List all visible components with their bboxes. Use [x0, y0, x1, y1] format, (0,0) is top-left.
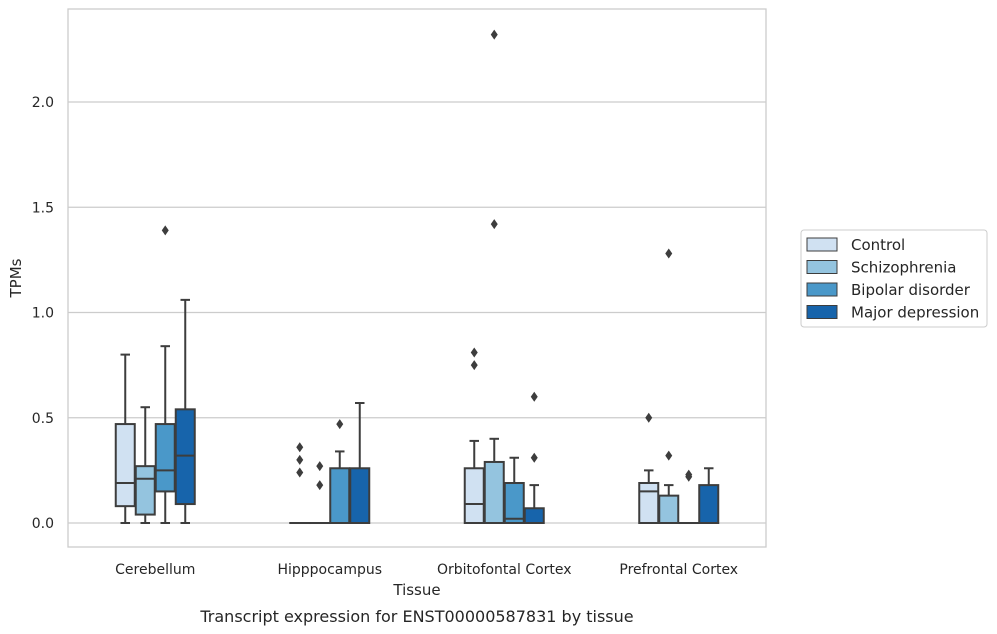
legend: Control Schizophrenia Bipolar disorder Majo… — [800, 229, 988, 328]
outlier-point — [296, 467, 304, 478]
legend-entries: Control Schizophrenia Bipolar disorder Majo… — [806, 236, 979, 322]
box-plot-area — [114, 29, 720, 525]
x-axis-title: Tissue — [392, 581, 440, 599]
outlier-point — [530, 391, 538, 402]
outlier-point — [296, 442, 304, 453]
chart-caption: Transcript expression for ENST0000058783… — [199, 607, 633, 626]
y-tick-label: 1.5 — [32, 200, 54, 216]
tick-labels: 0.0 0.5 1.0 1.5 2.0 Cerebellum Hipppocampus Orb… — [32, 95, 738, 578]
box — [134, 465, 156, 516]
outlier-point — [470, 347, 478, 358]
y-axis-title: TPMs — [7, 258, 25, 298]
legend-swatch — [806, 282, 838, 297]
series-bipolar-disorder — [154, 225, 700, 525]
outlier-point — [316, 461, 324, 472]
series-major-depression — [174, 298, 720, 525]
box — [523, 507, 545, 525]
legend-label: Major depression — [851, 304, 979, 322]
box — [174, 408, 196, 506]
box — [483, 460, 505, 524]
outlier-point — [316, 480, 324, 491]
outlier-point — [645, 412, 653, 423]
legend-swatch — [806, 237, 838, 252]
x-tick-label: Cerebellum — [115, 562, 195, 578]
outlier-point — [161, 225, 169, 236]
box — [154, 423, 176, 493]
outlier-point — [665, 248, 673, 259]
box — [698, 484, 720, 524]
legend-label: Schizophrenia — [851, 259, 956, 277]
outlier-point — [665, 450, 673, 461]
x-tick-label: Prefrontal Cortex — [619, 562, 738, 578]
plot-frame — [67, 8, 767, 548]
legend-label: Control — [851, 236, 905, 254]
box — [114, 423, 136, 508]
outlier-point — [490, 219, 498, 230]
box — [658, 494, 680, 525]
legend-label: Bipolar disorder — [851, 281, 971, 299]
x-tick-label: Orbitofontal Cortex — [437, 562, 572, 578]
outlier-point — [685, 469, 693, 480]
y-tick-label: 2.0 — [32, 95, 54, 111]
y-tick-label: 1.0 — [32, 306, 54, 322]
y-tick-label: 0.5 — [32, 411, 54, 427]
legend-frame — [800, 229, 988, 328]
box — [503, 482, 525, 525]
legend-swatch — [806, 260, 838, 274]
series-schizophrenia — [134, 29, 680, 525]
series-control — [114, 347, 660, 525]
box — [638, 482, 660, 525]
box — [349, 467, 371, 524]
x-tick-label: Hipppocampus — [277, 562, 382, 578]
outlier-point — [336, 419, 344, 430]
y-tick-label: 0.0 — [32, 516, 54, 532]
box — [463, 467, 485, 524]
outlier-point — [470, 360, 478, 371]
box — [329, 467, 351, 524]
outlier-point — [296, 454, 304, 465]
legend-swatch — [806, 305, 838, 319]
outlier-point — [490, 29, 498, 40]
outlier-point — [530, 452, 538, 463]
